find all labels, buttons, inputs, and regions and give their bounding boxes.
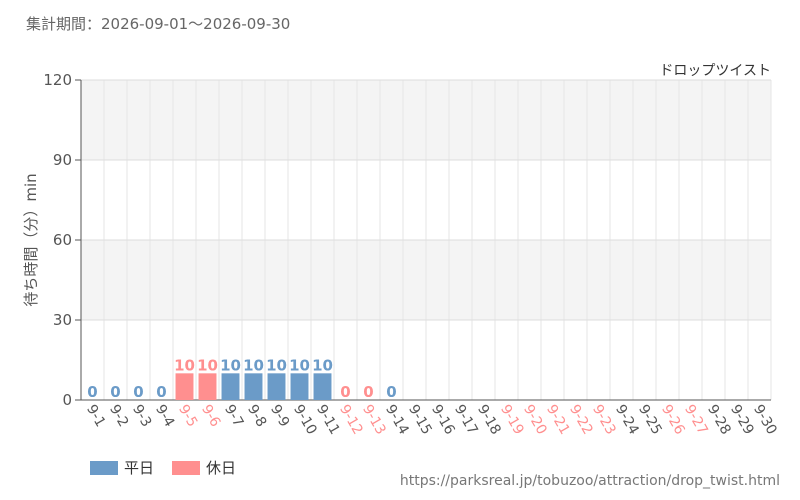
bar	[221, 373, 240, 400]
legend-item-holiday: 休日	[172, 457, 236, 478]
bar-value-label: 0	[110, 383, 120, 401]
y-tick-label: 90	[53, 151, 72, 169]
x-tick-label: 9-14	[382, 402, 412, 438]
bar-value-label: 10	[174, 356, 195, 374]
bar-value-label: 0	[386, 383, 396, 401]
bar	[198, 373, 217, 400]
x-tick-label: 9-17	[451, 402, 481, 438]
bar	[175, 373, 194, 400]
x-tick-label: 9-16	[428, 402, 458, 438]
y-tick-label: 0	[62, 391, 72, 409]
x-tick-label: 9-6	[198, 402, 223, 430]
y-tick-label: 60	[53, 231, 72, 249]
legend-label-weekday: 平日	[124, 459, 155, 477]
y-axis-label: 待ち時間（分）min	[22, 173, 40, 306]
chart-title: ドロップツイスト	[659, 63, 771, 79]
source-link[interactable]: https://parksreal.jp/tobuzoo/attraction/…	[399, 473, 780, 489]
bar	[290, 373, 309, 400]
x-tick-label: 9-4	[152, 402, 177, 430]
x-tick-label: 9-22	[566, 402, 596, 438]
x-tick-label: 9-7	[221, 402, 246, 430]
x-tick-label: 9-23	[589, 402, 619, 438]
x-tick-label: 9-26	[658, 402, 688, 438]
x-tick-label: 9-21	[543, 402, 573, 438]
x-tick-label: 9-15	[405, 402, 435, 438]
bar-value-label: 10	[197, 356, 218, 374]
legend-swatch-holiday	[172, 460, 201, 475]
legend-item-weekday: 平日	[90, 457, 154, 478]
bar	[244, 373, 263, 400]
x-tick-label: 9-20	[520, 402, 550, 438]
x-tick-label: 9-5	[175, 402, 200, 430]
y-tick-label: 30	[53, 311, 72, 329]
x-tick-label: 9-12	[336, 402, 366, 438]
bar-value-label: 0	[363, 383, 373, 401]
bar-value-label: 10	[289, 356, 310, 374]
bar-value-label: 0	[340, 383, 350, 401]
x-tick-label: 9-10	[290, 402, 320, 438]
x-tick-label: 9-2	[106, 402, 131, 430]
x-tick-label: 9-30	[750, 402, 780, 438]
bar-value-label: 10	[266, 356, 287, 374]
x-tick-label: 9-24	[612, 402, 642, 438]
x-tick-label: 9-25	[635, 402, 665, 438]
legend-label-holiday: 休日	[206, 459, 237, 477]
x-tick-label: 9-18	[474, 402, 504, 438]
legend: 平日 休日	[90, 457, 236, 478]
bar	[267, 373, 286, 400]
bar-value-label: 10	[312, 356, 333, 374]
bar-value-label: 0	[156, 383, 166, 401]
x-tick-label: 9-8	[244, 402, 269, 430]
x-tick-label: 9-27	[681, 402, 711, 438]
period-text: 集計期間：2026-09-01～2026-09-30	[26, 15, 291, 33]
bar	[313, 373, 332, 400]
bar-value-label: 0	[87, 383, 97, 401]
bar-value-label: 10	[243, 356, 264, 374]
x-tick-label: 9-29	[727, 402, 757, 438]
x-tick-label: 9-3	[129, 402, 154, 430]
y-tick-label: 120	[43, 71, 72, 89]
x-tick-label: 9-1	[83, 402, 108, 430]
x-tick-label: 9-19	[497, 402, 527, 438]
x-tick-label: 9-11	[313, 402, 343, 438]
x-tick-label: 9-28	[704, 402, 734, 438]
legend-swatch-weekday	[90, 460, 118, 475]
x-tick-label: 9-13	[359, 402, 389, 438]
x-tick-label: 9-9	[267, 402, 292, 430]
bar-value-label: 10	[220, 356, 241, 374]
bar-value-label: 0	[133, 383, 143, 401]
